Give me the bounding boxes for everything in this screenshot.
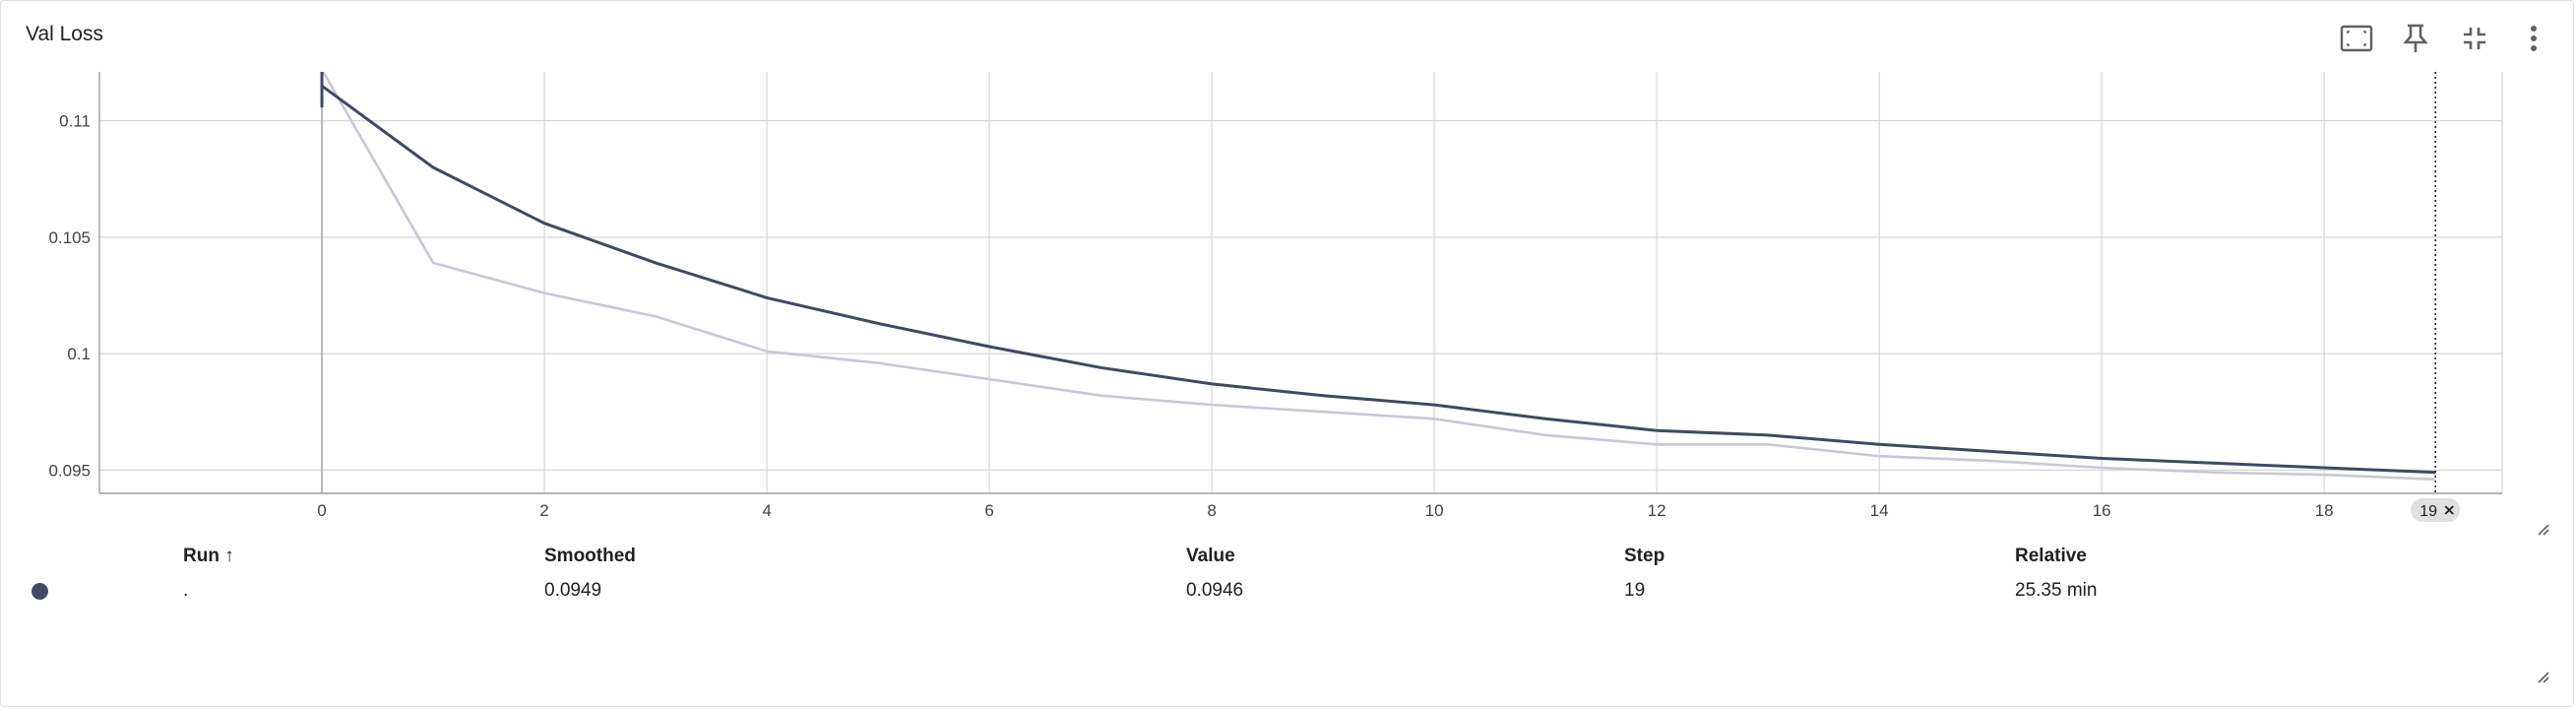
cell-value: 0.0946 <box>1186 580 1244 601</box>
run-color-dot <box>31 583 48 600</box>
cell-relative: 25.35 min <box>2015 580 2098 601</box>
card-toolbar <box>2337 19 2553 58</box>
hover-step-badge[interactable] <box>2411 498 2461 522</box>
header-relative[interactable]: Relative <box>2015 546 2087 566</box>
x-tick-label: 8 <box>1207 501 1216 520</box>
x-tick-label: 2 <box>539 501 548 520</box>
cell-step: 19 <box>1624 580 1646 601</box>
chart-resize-icon[interactable] <box>2537 523 2550 537</box>
header-smoothed[interactable]: Smoothed <box>544 546 636 566</box>
card-title: Val Loss <box>26 23 103 45</box>
y-tick-label: 0.11 <box>59 112 91 131</box>
x-tick-label: 4 <box>762 501 771 520</box>
collapse-icon <box>2464 28 2485 49</box>
fit-domain-icon <box>2340 25 2373 52</box>
header-run[interactable]: Run ↑ <box>183 546 234 566</box>
x-tick-label: 0 <box>317 501 326 520</box>
smoothed-series-line <box>321 84 2436 475</box>
y-tick-label: 0.1 <box>67 345 91 363</box>
collapse-button[interactable] <box>2455 19 2494 58</box>
x-tick-label: 16 <box>2093 501 2111 520</box>
header-step[interactable]: Step <box>1624 546 1665 566</box>
cell-run: . <box>183 580 189 601</box>
x-tick-label: 18 <box>2315 501 2334 520</box>
x-tick-label: 6 <box>984 501 993 520</box>
hover-step-badge-label: 19 <box>2419 503 2437 520</box>
line-chart[interactable]: 0 2 4 6 8 10 12 14 16 18 0.095 0.1 0.105 0.11 19 <box>1 1 2560 533</box>
fit-domain-button[interactable] <box>2337 19 2376 58</box>
x-tick-label: 12 <box>1648 501 1666 520</box>
close-icon[interactable] <box>2444 505 2454 515</box>
card-resize-icon[interactable] <box>2537 671 2550 684</box>
cell-smoothed: 0.0949 <box>544 580 602 601</box>
pin-button[interactable] <box>2396 19 2435 58</box>
raw-series-line <box>321 72 2436 482</box>
x-tick-label: 14 <box>1870 501 1889 520</box>
x-tick-label: 10 <box>1425 501 1444 520</box>
y-tick-label: 0.095 <box>48 461 91 480</box>
pin-icon <box>2403 24 2428 52</box>
more-options-button[interactable] <box>2514 19 2553 58</box>
y-tick-label: 0.105 <box>48 228 91 247</box>
more-vert-icon <box>2531 26 2537 51</box>
header-value[interactable]: Value <box>1186 546 1235 566</box>
